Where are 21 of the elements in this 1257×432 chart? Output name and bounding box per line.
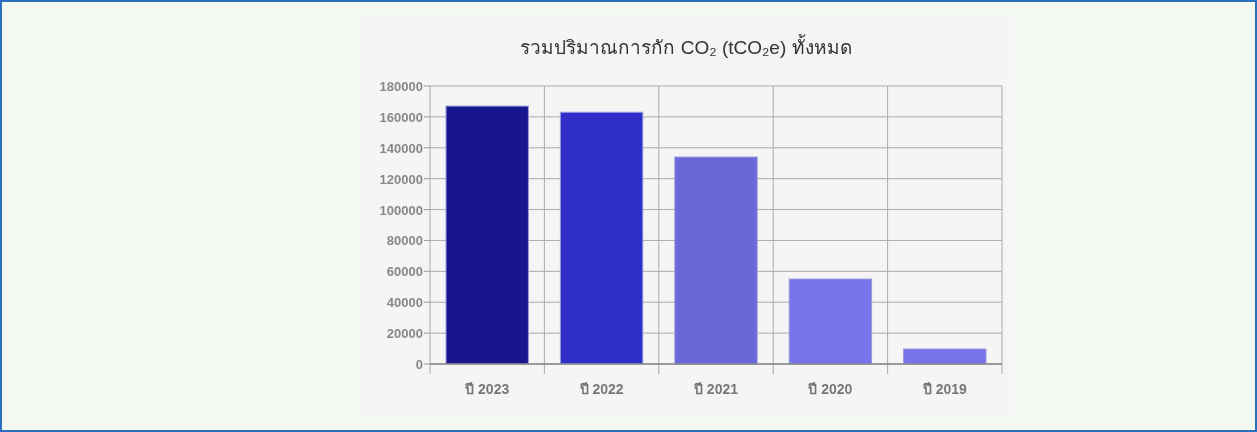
bar (788, 278, 873, 365)
x-tick-label: ปี 2021 (692, 381, 739, 397)
y-tick-label: 0 (415, 357, 423, 372)
x-tick-label: ปี 2023 (464, 381, 510, 397)
x-tick-label: ปี 2022 (578, 381, 624, 397)
y-tick-label: 160000 (379, 109, 423, 125)
y-tick-label: 180000 (379, 79, 423, 94)
bar (559, 111, 644, 365)
y-tick-label: 40000 (386, 295, 423, 311)
y-tick-label: 100000 (379, 202, 423, 218)
y-tick-label: 20000 (386, 326, 423, 342)
y-tick-label: 80000 (386, 233, 423, 249)
x-tick-label: ปี 2019 (921, 381, 968, 397)
y-tick-label: 140000 (379, 140, 423, 156)
chart-title: รวมปริมาณการกัก CO₂ (tCO₂e) ทั้งหมด (520, 34, 852, 58)
y-tick-label: 60000 (386, 264, 423, 280)
x-tick-label: ปี 2020 (807, 381, 853, 397)
bar (903, 348, 987, 365)
y-tick-label: 120000 (379, 171, 423, 187)
bar (445, 105, 529, 365)
bar (674, 156, 758, 365)
